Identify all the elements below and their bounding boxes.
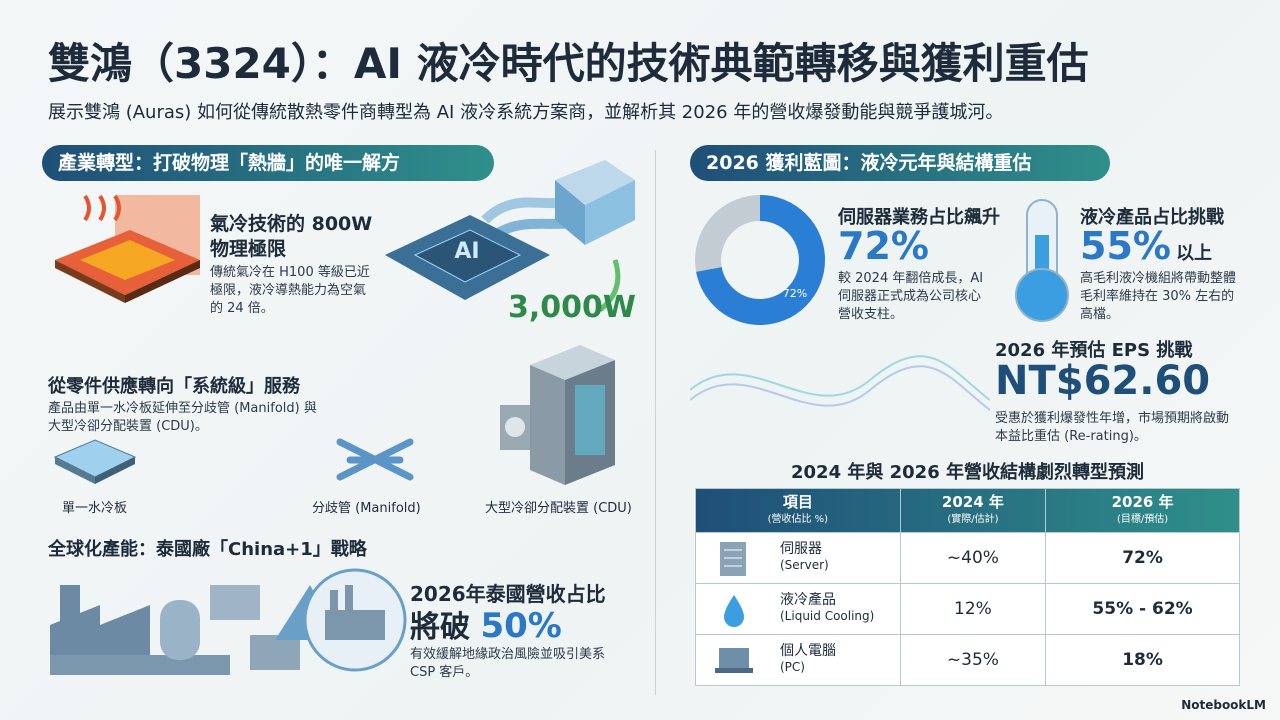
divider — [655, 150, 656, 695]
liquid-body: 高毛利液冷機組將帶動整體毛利率維持在 30% 左右的高檔。 — [1080, 271, 1237, 322]
air-title: 氣冷技術的 800W 物理極限 — [210, 213, 373, 260]
donut-arc — [695, 195, 825, 325]
item-cell: 個人電腦 (PC) — [695, 634, 901, 686]
value-2026: 72% — [1045, 532, 1240, 584]
item-name: 液冷產品 — [780, 592, 836, 608]
table-row: 伺服器 (Server) ~40% 72% — [695, 532, 1240, 584]
column-title: 2024 年 — [941, 492, 1004, 511]
value-2024: ~40% — [899, 532, 1047, 584]
revenue-table: 項目 (營收佔比 %) 2024 年 (實際/估計) 2026 年 (目標/預估) 伺服器… — [695, 488, 1240, 686]
product-label: 單一水冷板 — [62, 501, 128, 516]
liquid-title: 液冷產品占比挑戰 — [1080, 207, 1224, 228]
cdu-icon — [500, 345, 615, 485]
item-name: 伺服器 — [780, 541, 822, 557]
column-header: 2026 年 (目標/預估) — [1045, 488, 1240, 533]
system-body: 產品由單一水冷板延伸至分歧管 (Manifold) 與大型冷卻分配裝置 (CDU… — [48, 401, 317, 434]
stat-body: 有效緩解地緣政治風險並吸引美系 CSP 客戶。 — [410, 647, 606, 680]
server-body: 較 2024 年翻倍成長，AI 伺服器正式成為公司核心營收支柱。 — [838, 271, 984, 322]
value-2024: 12% — [899, 583, 1047, 635]
global-title: 全球化產能：泰國廠「China+1」戰略 — [48, 539, 367, 560]
item-english: (Liquid Cooling) — [780, 609, 875, 623]
donut-label: 72% — [783, 287, 807, 300]
section-title: 產業轉型：打破物理「熱牆」的唯一解方 — [42, 145, 494, 181]
item-cell: 液冷產品 (Liquid Cooling) — [695, 583, 901, 635]
title: 雙鴻（3324）：AI 液冷時代的技術典範轉移與獲利重估 — [48, 39, 1089, 88]
stat-title: 2026年泰國營收占比 — [410, 582, 606, 606]
table-row: 液冷產品 (Liquid Cooling) 12% 55% - 62% — [695, 583, 1240, 635]
row-icon — [715, 648, 753, 673]
brand: NotebookLM — [1181, 698, 1266, 712]
eps-title: 2026 年預估 EPS 挑戰 — [995, 340, 1193, 361]
product-icons — [53, 438, 414, 484]
table-header: 項目 (營收佔比 %) 2024 年 (實際/估計) 2026 年 (目標/預估) — [695, 488, 1240, 533]
liquid-suffix: 以上 — [1176, 243, 1213, 264]
liquid-chip-icon: AI — [385, 160, 635, 312]
factory-icon — [50, 568, 407, 675]
row-icon — [720, 542, 746, 576]
liquid-stat: 55% 以上 — [1080, 224, 1212, 268]
column-header: 項目 (營收佔比 %) — [695, 488, 901, 533]
air-body: 傳統氣冷在 H100 等級已近極限，液冷導熱能力為空氣的 24 倍。 — [210, 265, 370, 316]
chip-label: AI — [454, 239, 479, 264]
column-subheader: (目標/預估) — [1116, 513, 1169, 525]
donut-chart: 72% — [695, 195, 825, 325]
product-label: 分歧管 (Manifold) — [312, 501, 421, 516]
table-row: 個人電腦 (PC) ~35% 18% — [695, 634, 1240, 686]
stat-value: 50% — [480, 606, 562, 646]
column-title: 項目 — [782, 492, 813, 511]
column-header: 2024 年 (實際/估計) — [899, 488, 1047, 533]
table-title: 2024 年與 2026 年營收結構劇烈轉型預測 — [791, 462, 1144, 483]
hot-chip-icon — [55, 194, 200, 303]
column-subheader: (實際/估計) — [947, 513, 999, 525]
item-english: (PC) — [780, 660, 805, 674]
liquid-value: 55% — [1080, 224, 1171, 268]
server-title: 伺服器業務占比飆升 — [838, 207, 1000, 228]
section-title: 2026 獲利藍圖：液冷元年與結構重估 — [690, 145, 1110, 181]
item-cell: 伺服器 (Server) — [695, 532, 901, 584]
value-2026: 18% — [1045, 634, 1240, 686]
eps-body: 受惠於獲利爆發性年增，市場預期將啟動本益比重估 (Re-rating)。 — [995, 411, 1230, 444]
item-name: 個人電腦 — [780, 643, 836, 659]
subtitle: 展示雙鴻 (Auras) 如何從傳統散熱零件商轉型為 AI 液冷系統方案商，並解… — [48, 102, 1004, 123]
server-value: 72% — [838, 224, 929, 268]
value-2024: ~35% — [899, 634, 1047, 686]
column-subheader: (營收佔比 %) — [767, 513, 829, 525]
stat-prefix: 將破 — [410, 610, 470, 645]
column-title: 2026 年 — [1111, 492, 1174, 511]
thermometer-icon — [1015, 199, 1069, 322]
stat: 將破 50% — [410, 602, 562, 646]
product-label: 大型冷卻分配裝置 (CDU) — [485, 501, 632, 516]
row-icon — [724, 595, 744, 627]
wave-decoration — [690, 355, 990, 411]
power-label: 3,000W — [508, 290, 636, 325]
item-english: (Server) — [780, 558, 829, 572]
value-2026: 55% - 62% — [1045, 583, 1240, 635]
eps-value: NT$62.60 — [995, 358, 1211, 404]
system-title: 從零件供應轉向「系統級」服務 — [48, 376, 300, 397]
